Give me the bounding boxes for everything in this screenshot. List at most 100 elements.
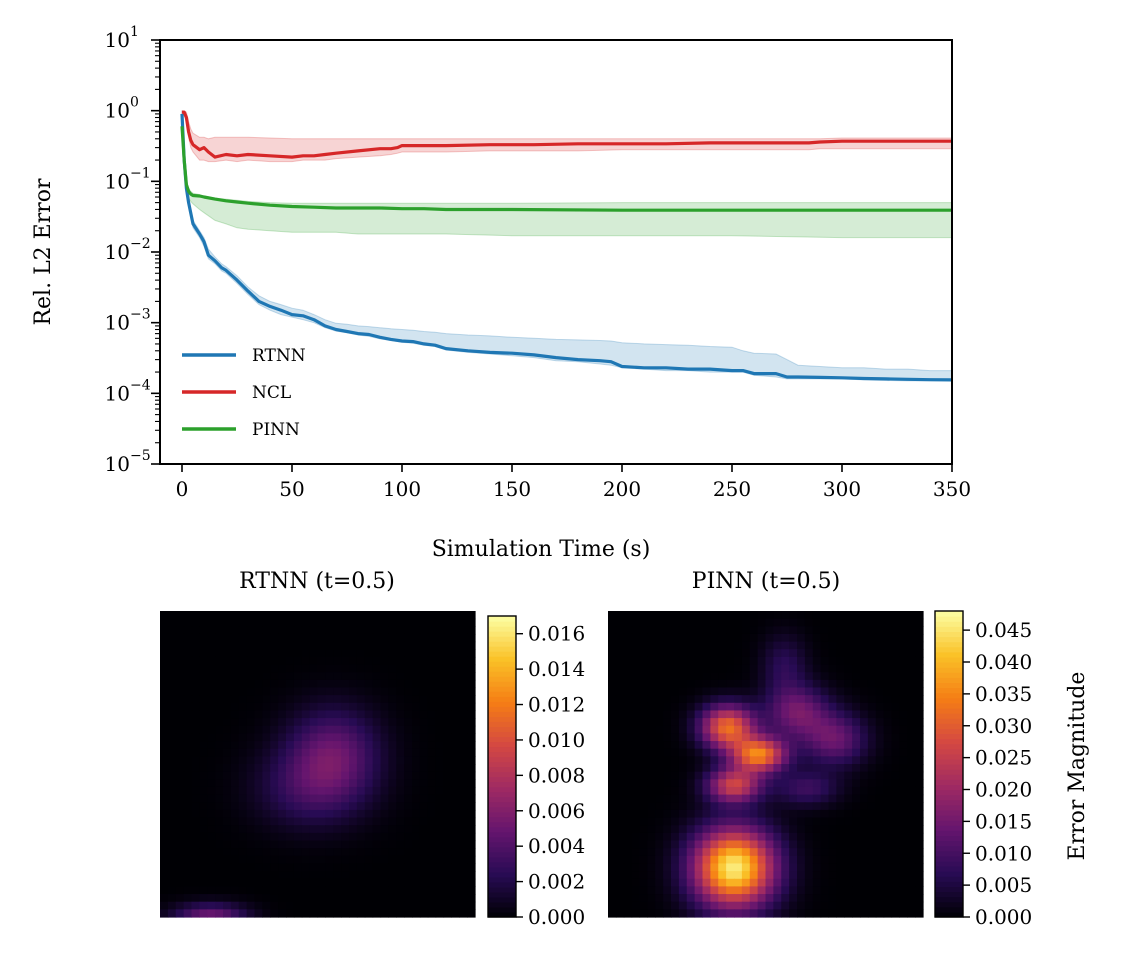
pinn-heatmap-cell: [883, 710, 893, 719]
pinn-heatmap-cell: [655, 741, 664, 750]
rtnn-heatmap-cell: [175, 672, 185, 681]
rtnn-heatmap-cell: [325, 817, 334, 826]
rtnn-heatmap-cell: [199, 725, 208, 734]
rtnn-heatmap-cell: [341, 764, 350, 773]
rtnn-heatmap-cell: [238, 756, 248, 765]
pinn-heatmap-cell: [694, 894, 704, 903]
rtnn-heatmap-cell: [223, 687, 232, 696]
pinn-heatmap-cell: [852, 817, 861, 826]
pinn-colorbar-segment: [935, 687, 963, 694]
rtnn-heatmap-cell: [270, 718, 279, 727]
pinn-heatmap-cell: [718, 679, 727, 689]
rtnn-heatmap-cell: [278, 855, 287, 865]
pinn-heatmap-cell: [797, 840, 806, 849]
pinn-heatmap-title: PINN (t=0.5): [692, 569, 840, 594]
pinn-heatmap-cell: [899, 672, 908, 681]
pinn-heatmap-cell: [631, 626, 641, 635]
rtnn-heatmap-cell: [325, 748, 334, 757]
pinn-heatmap-cell: [852, 786, 861, 796]
rtnn-heatmap-cell: [388, 649, 397, 658]
rtnn-heatmap-cell: [396, 748, 405, 757]
pinn-heatmap-cell: [797, 809, 806, 819]
pinn-heatmap-cell: [655, 679, 664, 689]
rtnn-heatmap-cell: [467, 718, 476, 727]
pinn-heatmap-cell: [702, 809, 711, 819]
pinn-heatmap-cell: [623, 725, 633, 734]
rtnn-heatmap-cell: [380, 710, 389, 719]
pinn-heatmap-cell: [899, 656, 908, 666]
rtnn-heatmap-cell: [167, 771, 177, 780]
rtnn-heatmap-cell: [443, 779, 452, 788]
rtnn-heatmap-cell: [419, 871, 429, 880]
pinn-heatmap-cell: [615, 641, 625, 650]
pinn-heatmap-cell: [875, 611, 885, 620]
pinn-heatmap-cell: [836, 618, 845, 627]
pinn-heatmap-cell: [820, 871, 830, 880]
pinn-heatmap-cell: [749, 641, 759, 650]
rtnn-heatmap-cell: [404, 733, 413, 742]
rtnn-heatmap-cell: [207, 725, 216, 734]
pinn-heatmap-cell: [639, 725, 648, 734]
rtnn-heatmap-cell: [160, 664, 169, 673]
rtnn-heatmap-cell: [396, 863, 405, 872]
rtnn-heatmap-cell: [238, 626, 248, 635]
pinn-heatmap-cell: [663, 894, 672, 903]
pinn-heatmap-cell: [899, 718, 908, 727]
pinn-heatmap-cell: [828, 832, 837, 842]
pinn-heatmap-cell: [765, 779, 774, 788]
rtnn-heatmap-cell: [451, 794, 460, 803]
pinn-heatmap-cell: [773, 786, 782, 796]
rtnn-heatmap-cell: [183, 672, 193, 681]
pinn-heatmap-cell: [907, 649, 916, 658]
rtnn-heatmap-cell: [167, 802, 177, 811]
pinn-heatmap-cell: [820, 764, 830, 773]
pinn-colorbar-segment: [935, 764, 963, 770]
pinn-heatmap-cell: [734, 725, 743, 734]
rtnn-heatmap-cell: [349, 794, 358, 803]
rtnn-heatmap-cell: [451, 855, 460, 865]
pinn-heatmap-cell: [678, 710, 688, 719]
pinn-heatmap-cell: [623, 656, 633, 666]
pinn-heatmap-cell: [757, 672, 767, 681]
pinn-heatmap-cell: [718, 855, 727, 865]
y-tick-label: 10: [105, 311, 130, 335]
rtnn-colorbar-segment: [488, 886, 516, 893]
rtnn-heatmap-cell: [412, 756, 421, 765]
pinn-heatmap-cell: [702, 817, 711, 826]
rtnn-heatmap-cell: [223, 702, 232, 712]
rtnn-heatmap-cell: [459, 664, 468, 673]
rtnn-heatmap-cell: [451, 718, 460, 727]
pinn-heatmap-cell: [773, 901, 782, 910]
rtnn-heatmap-cell: [286, 840, 295, 849]
pinn-heatmap-cell: [608, 656, 617, 666]
pinn-heatmap-cell: [789, 840, 798, 849]
rtnn-heatmap-cell: [191, 756, 200, 765]
pinn-heatmap-cell: [836, 779, 845, 788]
rtnn-heatmap-cell: [427, 779, 437, 788]
pinn-heatmap-cell: [797, 748, 806, 757]
pinn-heatmap-cell: [694, 626, 704, 635]
rtnn-heatmap-cell: [459, 794, 468, 803]
pinn-heatmap-cell: [867, 848, 877, 857]
pinn-colorbar-segment: [935, 733, 963, 740]
pinn-heatmap-cell: [608, 871, 617, 880]
pinn-heatmap-cell: [891, 840, 900, 849]
rtnn-heatmap-cell: [349, 871, 358, 880]
rtnn-heatmap-cell: [293, 649, 303, 658]
pinn-heatmap-cell: [907, 771, 916, 780]
rtnn-heatmap-cell: [262, 848, 271, 857]
pinn-heatmap-cell: [844, 633, 853, 643]
rtnn-heatmap-cell: [191, 786, 200, 796]
rtnn-heatmap-cell: [262, 809, 271, 819]
rtnn-heatmap-cell: [380, 786, 389, 796]
rtnn-heatmap-cell: [207, 871, 216, 880]
pinn-heatmap-cell: [828, 687, 837, 696]
pinn-heatmap-cell: [836, 855, 845, 865]
rtnn-heatmap-cell: [435, 901, 445, 910]
pinn-heatmap-cell: [875, 779, 885, 788]
rtnn-heatmap-cell: [459, 840, 468, 849]
rtnn-heatmap-cell: [349, 718, 358, 727]
rtnn-heatmap-cell: [364, 672, 374, 681]
rtnn-heatmap-cell: [356, 871, 366, 880]
